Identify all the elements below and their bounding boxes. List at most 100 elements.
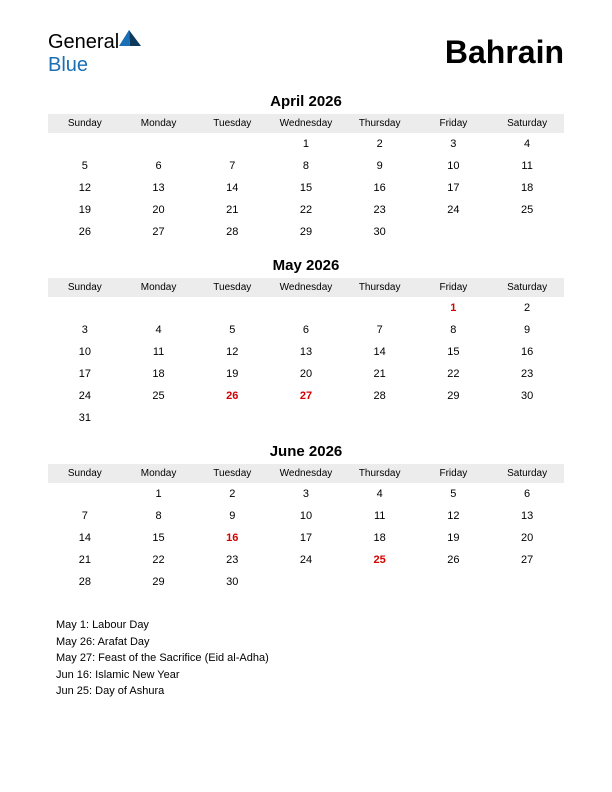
day-cell: 18 (490, 177, 564, 199)
day-cell: 8 (417, 319, 491, 341)
calendar-table: SundayMondayTuesdayWednesdayThursdayFrid… (48, 464, 564, 593)
empty-cell (48, 483, 122, 505)
day-cell: 27 (269, 385, 343, 407)
day-cell: 13 (269, 341, 343, 363)
day-cell: 31 (48, 407, 122, 429)
day-cell: 30 (343, 221, 417, 243)
empty-cell (269, 571, 343, 593)
day-cell: 21 (195, 199, 269, 221)
day-cell: 23 (343, 199, 417, 221)
day-cell: 4 (343, 483, 417, 505)
empty-cell (490, 407, 564, 429)
day-cell: 21 (343, 363, 417, 385)
logo: General Blue (48, 28, 141, 77)
day-cell: 26 (195, 385, 269, 407)
empty-cell (195, 133, 269, 155)
day-cell: 1 (417, 297, 491, 319)
day-cell: 14 (48, 527, 122, 549)
day-cell: 28 (343, 385, 417, 407)
day-cell: 7 (48, 505, 122, 527)
empty-cell (417, 221, 491, 243)
day-cell: 4 (490, 133, 564, 155)
empty-cell (269, 407, 343, 429)
empty-cell (343, 571, 417, 593)
day-cell: 10 (48, 341, 122, 363)
day-cell: 1 (122, 483, 196, 505)
day-header: Thursday (343, 278, 417, 297)
empty-cell (122, 133, 196, 155)
day-header: Sunday (48, 114, 122, 133)
empty-cell (417, 407, 491, 429)
day-cell: 3 (417, 133, 491, 155)
day-cell: 10 (269, 505, 343, 527)
day-cell: 5 (195, 319, 269, 341)
day-header: Friday (417, 464, 491, 483)
day-cell: 19 (195, 363, 269, 385)
day-cell: 22 (417, 363, 491, 385)
day-cell: 20 (490, 527, 564, 549)
day-cell: 14 (343, 341, 417, 363)
day-header: Tuesday (195, 114, 269, 133)
day-cell: 29 (269, 221, 343, 243)
calendars-container: April 2026SundayMondayTuesdayWednesdayTh… (48, 93, 564, 593)
day-cell: 22 (269, 199, 343, 221)
day-cell: 30 (490, 385, 564, 407)
day-cell: 16 (195, 527, 269, 549)
day-cell: 7 (195, 155, 269, 177)
day-cell: 20 (269, 363, 343, 385)
day-cell: 21 (48, 549, 122, 571)
day-cell: 14 (195, 177, 269, 199)
day-cell: 19 (417, 527, 491, 549)
day-header: Saturday (490, 278, 564, 297)
logo-word-blue: Blue (48, 54, 88, 76)
holiday-item: Jun 16: Islamic New Year (56, 667, 564, 684)
day-cell: 7 (343, 319, 417, 341)
day-cell: 17 (269, 527, 343, 549)
day-cell: 6 (269, 319, 343, 341)
day-cell: 28 (48, 571, 122, 593)
day-header: Friday (417, 278, 491, 297)
day-cell: 25 (490, 199, 564, 221)
day-cell: 11 (490, 155, 564, 177)
empty-cell (417, 571, 491, 593)
empty-cell (490, 571, 564, 593)
day-cell: 11 (122, 341, 196, 363)
day-cell: 27 (490, 549, 564, 571)
empty-cell (269, 297, 343, 319)
day-cell: 29 (417, 385, 491, 407)
country-title: Bahrain (445, 34, 564, 71)
day-cell: 2 (195, 483, 269, 505)
day-cell: 24 (417, 199, 491, 221)
day-cell: 11 (343, 505, 417, 527)
day-header: Monday (122, 114, 196, 133)
empty-cell (48, 133, 122, 155)
day-cell: 24 (48, 385, 122, 407)
day-cell: 5 (48, 155, 122, 177)
day-cell: 25 (122, 385, 196, 407)
day-cell: 30 (195, 571, 269, 593)
empty-cell (343, 297, 417, 319)
day-cell: 1 (269, 133, 343, 155)
day-cell: 13 (122, 177, 196, 199)
day-cell: 6 (122, 155, 196, 177)
day-header: Wednesday (269, 464, 343, 483)
day-cell: 12 (195, 341, 269, 363)
day-cell: 20 (122, 199, 196, 221)
day-cell: 17 (417, 177, 491, 199)
day-header: Thursday (343, 464, 417, 483)
calendar-table: SundayMondayTuesdayWednesdayThursdayFrid… (48, 278, 564, 429)
month-block: June 2026SundayMondayTuesdayWednesdayThu… (48, 443, 564, 593)
day-cell: 19 (48, 199, 122, 221)
day-cell: 23 (195, 549, 269, 571)
day-cell: 15 (417, 341, 491, 363)
day-cell: 2 (490, 297, 564, 319)
month-title: May 2026 (48, 257, 564, 274)
day-cell: 6 (490, 483, 564, 505)
day-cell: 8 (122, 505, 196, 527)
month-title: April 2026 (48, 93, 564, 110)
day-cell: 10 (417, 155, 491, 177)
day-cell: 26 (417, 549, 491, 571)
day-cell: 13 (490, 505, 564, 527)
holiday-item: May 27: Feast of the Sacrifice (Eid al-A… (56, 650, 564, 667)
logo-text: General Blue (48, 28, 141, 77)
